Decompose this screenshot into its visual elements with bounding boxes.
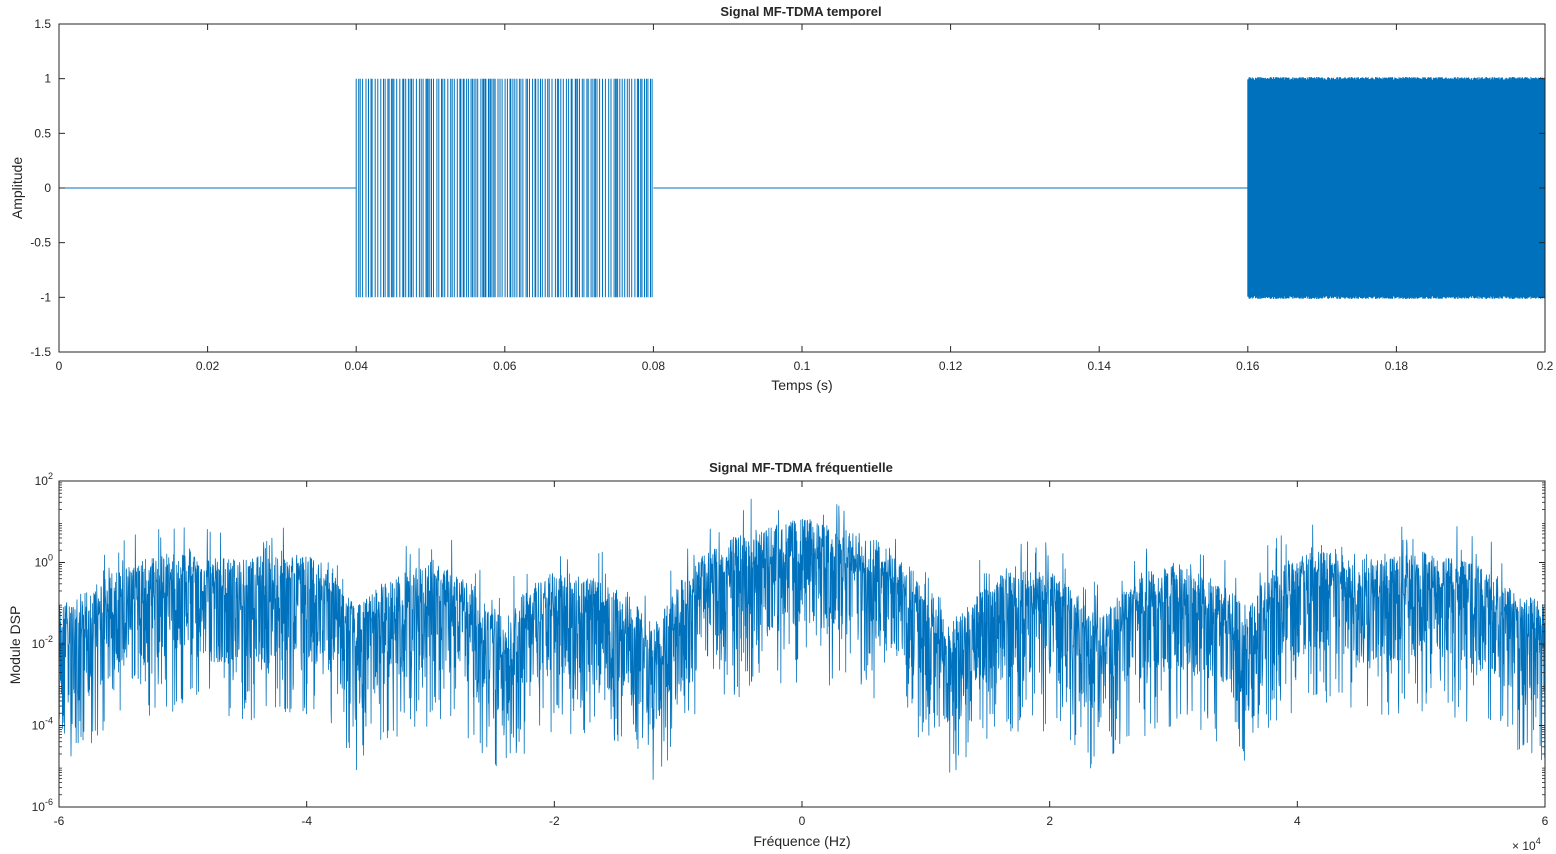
freq-y-tick-label: 10-2 [32,634,53,651]
freq-plot-area [58,498,1546,780]
freq-y-ticks: 10-6 10-4 10-2 100 102 [32,471,1545,814]
time-y-tick-label: -0.5 [30,236,51,250]
time-x-tick-label: 0.08 [642,359,666,373]
time-x-tick-label: 0.16 [1236,359,1260,373]
time-x-tick-label: 0 [56,359,63,373]
time-y-tick-label: -1 [40,290,51,304]
freq-x-tick-label: 0 [799,814,806,828]
freq-plot-title: Signal MF-TDMA fréquentielle [709,460,893,475]
freq-x-tick-label: -6 [54,814,65,828]
time-x-tick-label: 0.1 [794,359,811,373]
time-series-line [59,77,1546,299]
freq-x-tick-label: -4 [301,814,312,828]
time-x-tick-label: 0.14 [1088,359,1112,373]
time-x-ticks: 0 0.02 0.04 0.06 0.08 0.1 0.12 0.14 0.16 0.18 0.2 [56,24,1554,373]
freq-y-tick-label: 100 [35,553,53,570]
time-x-tick-label: 0.2 [1537,359,1554,373]
time-x-tick-label: 0.18 [1385,359,1409,373]
time-y-ticks: -1.5 -1 -0.5 0 0.5 1 1.5 [30,17,1545,359]
time-y-tick-label: 1.5 [34,17,51,31]
freq-y-tick-label: 10-4 [32,716,53,733]
freq-series-line [58,498,1546,780]
time-x-tick-label: 0.12 [939,359,963,373]
time-x-axis-label: Temps (s) [771,377,832,393]
freq-x-exponent: × 104 [1512,836,1541,853]
freq-y-tick-label: 10-6 [32,797,53,814]
time-x-tick-label: 0.06 [493,359,517,373]
frequency-domain-plot: Signal MF-TDMA fréquentielle -6 -4 -2 0 2 4 6 … [7,460,1549,853]
freq-x-tick-label: 6 [1542,814,1549,828]
time-y-tick-label: 1 [44,72,51,86]
freq-x-tick-label: 4 [1294,814,1301,828]
time-y-tick-label: -1.5 [30,345,51,359]
freq-x-axis-label: Fréquence (Hz) [753,833,850,849]
freq-x-tick-label: 2 [1046,814,1053,828]
time-domain-plot: Signal MF-TDMA temporel 0 0.02 0.04 0.06 0.0… [9,4,1554,393]
time-y-tick-label: 0.5 [34,126,51,140]
time-y-tick-label: 0 [44,181,51,195]
freq-y-tick-label: 102 [35,471,53,488]
time-plot-area [59,77,1546,299]
time-y-axis-label: Amplitude [9,157,25,219]
time-x-tick-label: 0.04 [345,359,369,373]
freq-y-axis-label: Module DSP [7,606,23,685]
freq-x-ticks: -6 -4 -2 0 2 4 6 [54,481,1549,828]
time-plot-title: Signal MF-TDMA temporel [720,4,881,19]
time-x-tick-label: 0.02 [196,359,220,373]
freq-x-tick-label: -2 [549,814,560,828]
